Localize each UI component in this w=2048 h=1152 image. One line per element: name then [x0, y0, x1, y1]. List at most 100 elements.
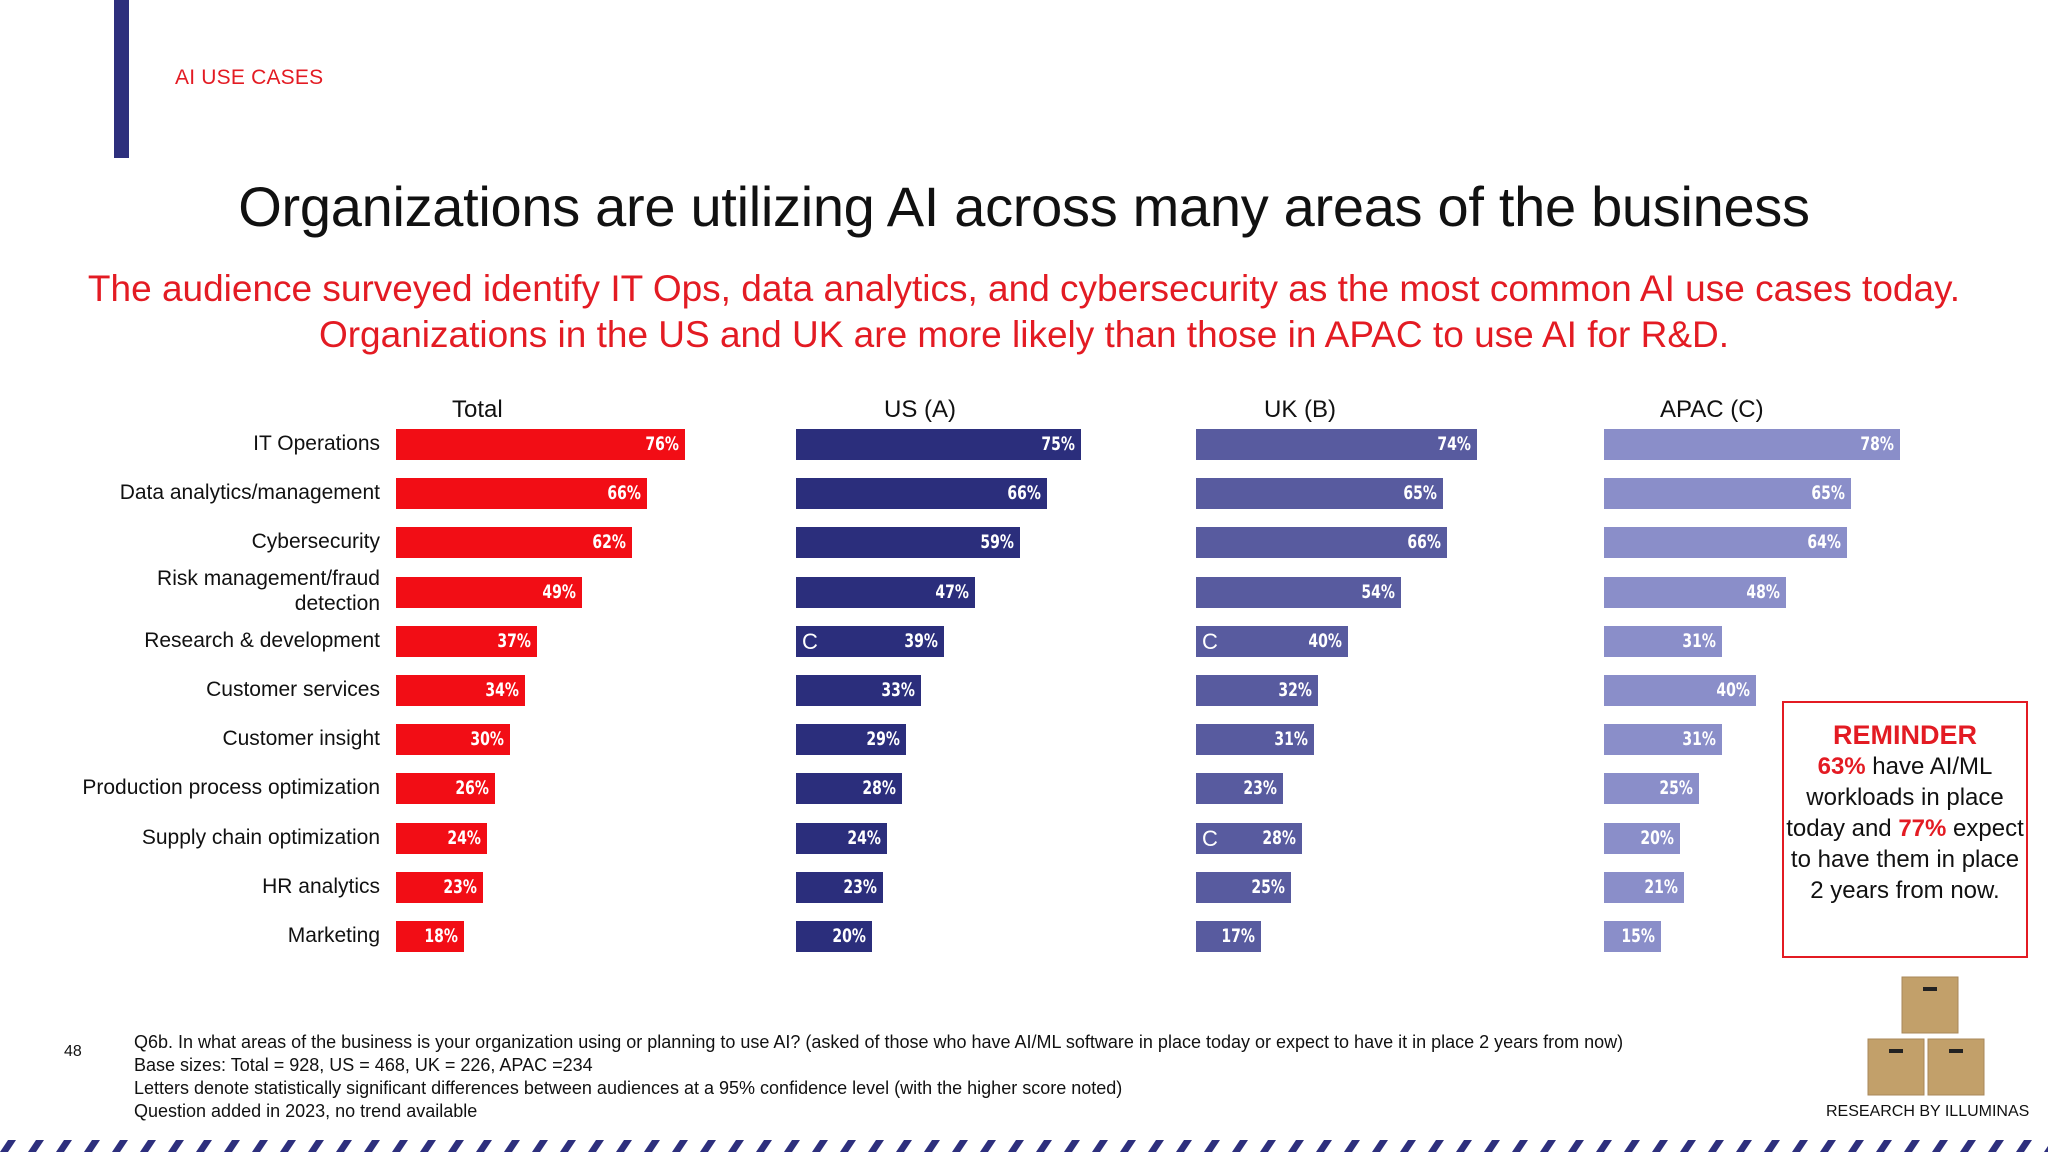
significance-letter: C [1202, 629, 1218, 654]
bar-3-7: 25% [1604, 773, 1699, 804]
footnote-trend: Question added in 2023, no trend availab… [134, 1101, 478, 1121]
bar-3-6: 31% [1604, 724, 1722, 755]
page-number: 48 [64, 1043, 82, 1060]
bar-value-label: 33% [881, 679, 915, 701]
footnotes: Q6b. In what areas of the business is yo… [134, 1031, 1623, 1123]
bar-2-9: 25% [1196, 872, 1291, 903]
bar-0-0: 76% [396, 429, 685, 460]
bar-2-1: 65% [1196, 478, 1443, 509]
bar-value-label: 62% [592, 531, 626, 553]
bar-2-0: 74% [1196, 429, 1477, 460]
bar-value-label: 20% [1640, 827, 1674, 849]
bar-value-label: 28% [862, 777, 896, 799]
category-label: Data analytics/management [119, 481, 380, 504]
bar-value-label: 20% [832, 925, 866, 947]
bar-value-label: 26% [455, 777, 489, 799]
bar-0-6: 30% [396, 724, 510, 755]
category-label: Production process optimization [82, 776, 380, 799]
category-label: Research & development [144, 629, 380, 652]
bar-3-8: 20% [1604, 823, 1680, 854]
reminder-text: 63% have AI/ML workloads in place today … [1784, 751, 2026, 906]
bar-3-10: 15% [1604, 921, 1661, 952]
bar-value-label: 31% [1682, 728, 1716, 750]
bar-0-9: 23% [396, 872, 483, 903]
reminder-text-1: have AI/ML workloads in place today and [1786, 753, 2004, 842]
bar-3-3: 48% [1604, 577, 1786, 608]
bar-value-label: 34% [485, 679, 519, 701]
bar-0-2: 62% [396, 527, 632, 558]
category-label: Customer insight [222, 727, 380, 750]
bar-3-0: 78% [1604, 429, 1900, 460]
bar-1-8: 24% [796, 823, 887, 854]
bar-value-label: 75% [1041, 433, 1075, 455]
bar-0-10: 18% [396, 921, 464, 952]
category-label: Marketing [287, 924, 380, 947]
bar-value-label: 31% [1274, 728, 1308, 750]
reminder-stat-today: 63% [1817, 753, 1866, 780]
bar-value-label: 66% [1007, 482, 1041, 504]
bar-1-0: 75% [796, 429, 1081, 460]
bar-value-label: 48% [1746, 581, 1780, 603]
bar-value-label: 76% [645, 433, 679, 455]
column-title-0: Total [452, 396, 503, 423]
reminder-stat-future: 77% [1898, 815, 1947, 842]
category-label: Supply chain optimization [141, 826, 380, 849]
category-label: Risk management/fraud detection [157, 567, 380, 615]
bar-3-4: 31% [1604, 626, 1722, 657]
bar-value-label: 39% [904, 630, 938, 652]
bar-1-5: 33% [796, 675, 921, 706]
page-title: Organizations are utilizing AI across ma… [238, 175, 1810, 238]
bar-1-2: 59% [796, 527, 1020, 558]
bar-3-2: 64% [1604, 527, 1847, 558]
category-label: Cybersecurity [251, 530, 380, 553]
bar-value-label: 21% [1644, 876, 1678, 898]
bar-3-1: 65% [1604, 478, 1851, 509]
bar-value-label: 24% [847, 827, 881, 849]
accent-bar [114, 0, 129, 158]
bar-value-label: 29% [866, 728, 900, 750]
bar-2-8: 28% C [1196, 823, 1302, 854]
bar-value-label: 28% [1262, 827, 1296, 849]
bar-value-label: 47% [935, 581, 969, 603]
bar-3-5: 40% [1604, 675, 1756, 706]
bar-1-6: 29% [796, 724, 906, 755]
bar-value-label: 49% [542, 581, 576, 603]
bar-value-label: 32% [1278, 679, 1312, 701]
bar-value-label: 17% [1221, 925, 1255, 947]
bar-value-label: 66% [1407, 531, 1441, 553]
stacked-boxes-icon [1867, 976, 1985, 1096]
bar-2-7: 23% [1196, 773, 1283, 804]
bar-value-label: 37% [497, 630, 531, 652]
bar-0-3: 49% [396, 577, 582, 608]
bar-value-label: 59% [980, 531, 1014, 553]
bar-1-1: 66% [796, 478, 1047, 509]
bar-value-label: 31% [1682, 630, 1716, 652]
bar-value-label: 23% [843, 876, 877, 898]
bar-value-label: 18% [424, 925, 458, 947]
bar-0-1: 66% [396, 478, 647, 509]
footnote-base-sizes: Base sizes: Total = 928, US = 468, UK = … [134, 1055, 593, 1075]
bar-2-5: 32% [1196, 675, 1318, 706]
bar-3-9: 21% [1604, 872, 1684, 903]
bar-2-4: 40% C [1196, 626, 1348, 657]
bar-value-label: 23% [1243, 777, 1277, 799]
bar-value-label: 74% [1437, 433, 1471, 455]
bar-1-7: 28% [796, 773, 902, 804]
page-subtitle: The audience surveyed identify IT Ops, d… [87, 268, 1961, 355]
bar-0-4: 37% [396, 626, 537, 657]
column-title-2: UK (B) [1264, 396, 1336, 423]
bar-0-5: 34% [396, 675, 525, 706]
category-label: Customer services [206, 678, 380, 701]
bar-1-9: 23% [796, 872, 883, 903]
significance-letter: C [1202, 826, 1218, 851]
bar-value-label: 65% [1403, 482, 1437, 504]
bar-2-3: 54% [1196, 577, 1401, 608]
bar-1-4: 39% C [796, 626, 944, 657]
bar-value-label: 15% [1621, 925, 1655, 947]
bar-value-label: 54% [1361, 581, 1395, 603]
reminder-text-2: expect to have them in place 2 years fro… [1790, 815, 2024, 904]
bar-2-6: 31% [1196, 724, 1314, 755]
column-title-3: APAC (C) [1660, 396, 1764, 423]
bar-value-label: 25% [1251, 876, 1285, 898]
research-credit: RESEARCH BY ILLUMINAS [1826, 1103, 2030, 1120]
